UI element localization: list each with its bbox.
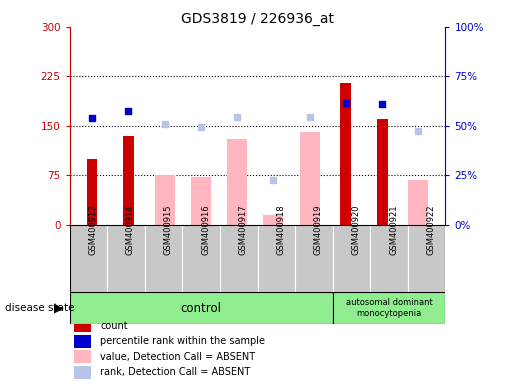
Bar [74, 350, 92, 363]
Point [378, 101, 386, 107]
Point [197, 124, 205, 130]
Bar [123, 136, 134, 225]
Point [88, 115, 96, 121]
Bar [182, 225, 220, 292]
Point [269, 177, 278, 184]
Title: GDS3819 / 226936_at: GDS3819 / 226936_at [181, 12, 334, 26]
Text: GSM400917: GSM400917 [239, 204, 248, 255]
Point [342, 99, 350, 106]
Point [233, 114, 241, 120]
Text: GSM400913: GSM400913 [89, 204, 97, 255]
Bar [295, 225, 333, 292]
Text: GSM400920: GSM400920 [351, 204, 360, 255]
Bar [74, 366, 92, 379]
Text: GSM400919: GSM400919 [314, 204, 323, 255]
Bar [263, 215, 283, 225]
Bar [333, 292, 445, 324]
Text: rank, Detection Call = ABSENT: rank, Detection Call = ABSENT [100, 367, 250, 377]
Bar [370, 225, 408, 292]
Text: GSM400922: GSM400922 [427, 204, 436, 255]
Bar [376, 119, 388, 225]
Text: GSM400915: GSM400915 [164, 204, 173, 255]
Point [414, 128, 422, 134]
Point [161, 121, 169, 127]
Text: count: count [100, 321, 128, 331]
Bar [87, 159, 97, 225]
Text: GSM400916: GSM400916 [201, 204, 210, 255]
Bar [191, 177, 211, 225]
Bar [154, 175, 175, 225]
Text: ▶: ▶ [55, 302, 64, 314]
Bar [258, 225, 295, 292]
Bar [145, 225, 182, 292]
Text: autosomal dominant
monocytopenia: autosomal dominant monocytopenia [346, 298, 433, 318]
Bar [408, 225, 445, 292]
Text: GSM400918: GSM400918 [276, 204, 285, 255]
Bar [70, 292, 333, 324]
Point [124, 108, 132, 114]
Bar [340, 83, 351, 225]
Bar [408, 180, 428, 225]
Text: percentile rank within the sample: percentile rank within the sample [100, 336, 265, 346]
Point [305, 114, 314, 120]
Bar [107, 225, 145, 292]
Bar [74, 334, 92, 348]
Text: GSM400914: GSM400914 [126, 204, 135, 255]
Bar [70, 225, 107, 292]
Bar [333, 225, 370, 292]
Text: disease state: disease state [5, 303, 75, 313]
Bar [74, 319, 92, 332]
Text: value, Detection Call = ABSENT: value, Detection Call = ABSENT [100, 352, 255, 362]
Text: GSM400921: GSM400921 [389, 204, 398, 255]
Text: control: control [181, 302, 221, 314]
Bar [300, 132, 320, 225]
Bar [220, 225, 258, 292]
Bar [227, 139, 247, 225]
